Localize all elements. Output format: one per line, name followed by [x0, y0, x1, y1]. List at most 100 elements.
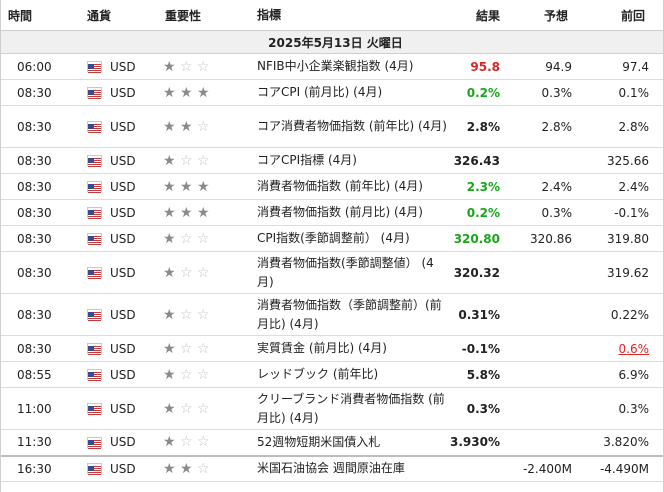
- currency-cell: USD: [81, 206, 153, 220]
- header-indicator[interactable]: 指標: [253, 0, 450, 31]
- row-forecast: 94.9: [506, 53, 584, 80]
- currency-code: USD: [110, 179, 136, 194]
- table-row[interactable]: 08:30 USD ★ ★ ★ 消費者物価指数 (前年比) (4月) 2.3% 2.4% 2.4…: [0, 173, 664, 200]
- star-filled-icon: ★: [197, 204, 210, 221]
- importance-stars: ★ ★ ★: [153, 180, 253, 194]
- row-indicator[interactable]: 実質賃金 (前月比) (4月): [253, 335, 450, 362]
- importance-stars: ★ ★ ☆: [153, 120, 253, 134]
- us-flag-icon: [87, 233, 102, 245]
- table-row[interactable]: 08:30 USD ★ ☆ ☆ CPI指数(季節調整前） (4月) 320.80 320.86…: [0, 225, 664, 252]
- currency-code: USD: [110, 265, 136, 280]
- us-flag-icon: [87, 343, 102, 355]
- table-row[interactable]: 08:30 USD ★ ☆ ☆ 消費者物価指数（季節調整前）(前月比) (4月) 0.31%…: [0, 293, 664, 336]
- row-currency: USD: [81, 251, 153, 294]
- row-indicator[interactable]: レッドブック (前年比): [253, 361, 450, 388]
- row-previous: 0.22%: [584, 293, 664, 336]
- table-row[interactable]: 11:00 USD ★ ☆ ☆ クリーブランド消費者物価指数 (前月比) (4月) 0.3%…: [0, 387, 664, 430]
- row-previous: -4.490M: [584, 454, 664, 482]
- star-filled-icon: ★: [163, 400, 176, 417]
- row-indicator[interactable]: 52週物短期米国債入札: [253, 429, 450, 456]
- header-actual[interactable]: 結果: [450, 0, 506, 31]
- row-indicator[interactable]: 消費者物価指数（季節調整前）(前月比) (4月): [253, 293, 450, 336]
- currency-code: USD: [110, 401, 136, 416]
- row-forecast: 0.3%: [506, 79, 584, 106]
- star-empty-icon: ☆: [197, 58, 210, 75]
- header-time[interactable]: 時間: [0, 0, 81, 31]
- star-filled-icon: ★: [163, 460, 176, 477]
- row-time: 08:30: [0, 199, 81, 226]
- row-currency: USD: [81, 429, 153, 456]
- row-previous: 325.66: [584, 147, 664, 174]
- star-empty-icon: ☆: [197, 264, 210, 281]
- table-row[interactable]: 08:30 USD ★ ★ ☆ コア消費者物価指数 (前年比) (4月) 2.8% 2.8% 2…: [0, 105, 664, 148]
- importance-stars: ★ ★ ★: [153, 206, 253, 220]
- row-previous: 2.8%: [584, 105, 664, 148]
- header-importance[interactable]: 重要性: [153, 0, 253, 31]
- row-importance: ★ ☆ ☆: [153, 147, 253, 174]
- row-indicator[interactable]: 消費者物価指数 (前月比) (4月): [253, 199, 450, 226]
- row-indicator[interactable]: コア消費者物価指数 (前年比) (4月): [253, 105, 450, 148]
- star-filled-icon: ★: [163, 204, 176, 221]
- us-flag-icon: [87, 309, 102, 321]
- row-time: 08:30: [0, 147, 81, 174]
- row-importance: ★ ★ ☆: [153, 454, 253, 482]
- row-previous: 319.80: [584, 225, 664, 252]
- calendar-table: 時間 通貨 重要性 指標 結果 予想 前回 2025年5月13日 火曜日 06:…: [0, 0, 664, 482]
- currency-cell: USD: [81, 462, 153, 476]
- row-actual: 3.930%: [450, 429, 506, 456]
- row-previous: -0.1%: [584, 199, 664, 226]
- row-importance: ★ ☆ ☆: [153, 293, 253, 336]
- star-empty-icon: ☆: [197, 400, 210, 417]
- row-forecast: 2.4%: [506, 173, 584, 200]
- table-row[interactable]: 08:30 USD ★ ☆ ☆ 実質賃金 (前月比) (4月) -0.1% 0.6%: [0, 335, 664, 362]
- star-filled-icon: ★: [180, 118, 193, 135]
- row-time: 08:55: [0, 361, 81, 388]
- row-indicator[interactable]: コアCPI指標 (4月): [253, 147, 450, 174]
- row-previous: 0.3%: [584, 387, 664, 430]
- row-currency: USD: [81, 105, 153, 148]
- header-forecast[interactable]: 予想: [506, 0, 584, 31]
- table-row[interactable]: 08:55 USD ★ ☆ ☆ レッドブック (前年比) 5.8% 6.9%: [0, 361, 664, 388]
- importance-stars: ★ ★ ★: [153, 86, 253, 100]
- table-row[interactable]: 08:30 USD ★ ☆ ☆ コアCPI指標 (4月) 326.43 325.66: [0, 147, 664, 174]
- star-empty-icon: ☆: [197, 340, 210, 357]
- currency-code: USD: [110, 307, 136, 322]
- currency-cell: USD: [81, 86, 153, 100]
- currency-code: USD: [110, 59, 136, 74]
- star-filled-icon: ★: [163, 118, 176, 135]
- table-row[interactable]: 16:30 USD ★ ★ ☆ 米国石油協会 週間原油在庫 -2.400M -4.490M: [0, 454, 664, 482]
- header-previous[interactable]: 前回: [584, 0, 664, 31]
- importance-stars: ★ ☆ ☆: [153, 308, 253, 322]
- importance-stars: ★ ☆ ☆: [153, 368, 253, 382]
- row-indicator[interactable]: CPI指数(季節調整前） (4月): [253, 225, 450, 252]
- row-indicator[interactable]: 米国石油協会 週間原油在庫: [253, 454, 450, 482]
- us-flag-icon: [87, 207, 102, 219]
- row-time: 08:30: [0, 105, 81, 148]
- row-indicator[interactable]: 消費者物価指数(季節調整値） (4月): [253, 251, 450, 294]
- row-importance: ★ ☆ ☆: [153, 335, 253, 362]
- table-row[interactable]: 06:00 USD ★ ☆ ☆ NFIB中小企業楽観指数 (4月) 95.8 94.9 97.4: [0, 53, 664, 80]
- row-forecast: [506, 335, 584, 362]
- us-flag-icon: [87, 121, 102, 133]
- row-forecast: [506, 361, 584, 388]
- currency-cell: USD: [81, 308, 153, 322]
- header-currency[interactable]: 通貨: [81, 0, 153, 31]
- row-indicator[interactable]: クリーブランド消費者物価指数 (前月比) (4月): [253, 387, 450, 430]
- table-row[interactable]: 08:30 USD ★ ★ ★ コアCPI (前月比) (4月) 0.2% 0.3% 0.1%: [0, 79, 664, 106]
- star-filled-icon: ★: [197, 84, 210, 101]
- row-importance: ★ ☆ ☆: [153, 53, 253, 80]
- row-importance: ★ ★ ★: [153, 79, 253, 106]
- row-previous: 2.4%: [584, 173, 664, 200]
- row-actual: 0.3%: [450, 387, 506, 430]
- currency-cell: USD: [81, 154, 153, 168]
- row-indicator[interactable]: 消費者物価指数 (前年比) (4月): [253, 173, 450, 200]
- table-row[interactable]: 08:30 USD ★ ☆ ☆ 消費者物価指数(季節調整値） (4月) 320.32 319.…: [0, 251, 664, 294]
- row-indicator[interactable]: NFIB中小企業楽観指数 (4月): [253, 53, 450, 80]
- row-actual: -0.1%: [450, 335, 506, 362]
- row-indicator[interactable]: コアCPI (前月比) (4月): [253, 79, 450, 106]
- table-row[interactable]: 11:30 USD ★ ☆ ☆ 52週物短期米国債入札 3.930% 3.820%: [0, 429, 664, 456]
- row-previous: 0.6%: [584, 335, 664, 362]
- currency-cell: USD: [81, 266, 153, 280]
- table-row[interactable]: 08:30 USD ★ ★ ★ 消費者物価指数 (前月比) (4月) 0.2% 0.3% -0.…: [0, 199, 664, 226]
- header-row: 時間 通貨 重要性 指標 結果 予想 前回: [0, 0, 664, 31]
